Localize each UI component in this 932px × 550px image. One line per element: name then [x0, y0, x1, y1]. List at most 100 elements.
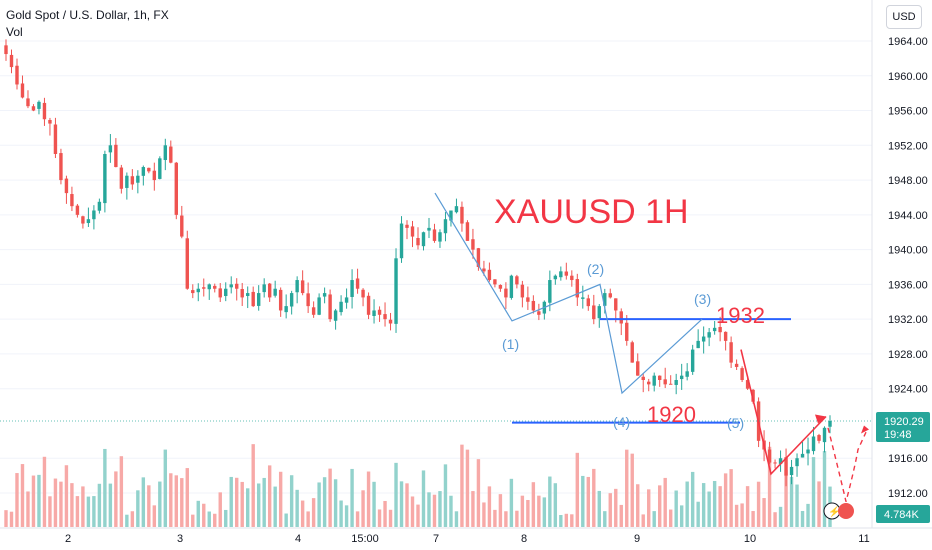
- candle-body: [229, 284, 233, 288]
- candle-body: [328, 294, 332, 320]
- currency-button[interactable]: USD: [886, 5, 922, 29]
- price-tick-label: 1936.00: [888, 279, 928, 291]
- symbol-title: Gold Spot / U.S. Dollar, 1h, FX: [6, 8, 169, 22]
- candle-body: [625, 322, 629, 341]
- volume-bar: [789, 476, 794, 527]
- candle-body: [141, 167, 146, 176]
- candle-body: [690, 349, 695, 372]
- volume-bar: [267, 465, 272, 527]
- candle-body: [37, 101, 41, 109]
- volume-bar: [75, 496, 80, 527]
- candle-body: [504, 288, 508, 298]
- candle-body: [64, 178, 69, 194]
- volume-bar: [300, 500, 305, 527]
- candle-body: [399, 223, 404, 259]
- time-tick-label: 15:00: [351, 533, 379, 545]
- candle-body: [130, 176, 135, 185]
- volume-bar: [416, 504, 420, 527]
- volume-bar: [712, 480, 717, 527]
- candle-body: [619, 311, 623, 324]
- price-tick-label: 1952.00: [888, 140, 928, 152]
- candle-body: [114, 144, 118, 168]
- volume-bar: [59, 481, 63, 527]
- volume-bar: [273, 486, 277, 527]
- candle-body: [745, 380, 750, 389]
- volume-bar: [701, 483, 706, 527]
- candle-body: [86, 219, 91, 224]
- volume-bar: [592, 468, 596, 527]
- candle-body: [828, 420, 832, 427]
- candle-body: [75, 205, 80, 215]
- volume-bar: [355, 511, 360, 527]
- candle-body: [822, 427, 827, 443]
- time-tick-label: 3: [177, 533, 183, 545]
- candle-body: [317, 297, 321, 315]
- volume-bar: [734, 504, 739, 527]
- volume-bar: [81, 486, 85, 527]
- volume-bar: [504, 511, 508, 527]
- volume-bar: [674, 490, 678, 527]
- time-axis[interactable]: 2 3 4 15:00 7 8 9 10 11: [65, 533, 870, 545]
- candle-body: [202, 287, 206, 289]
- volume-bar: [668, 509, 673, 527]
- volume-bar: [191, 514, 195, 527]
- volume-bar: [767, 446, 772, 527]
- volume-bar: [548, 476, 552, 527]
- candle-body: [344, 297, 349, 303]
- volume-bar: [92, 496, 96, 527]
- candle-body: [586, 298, 590, 307]
- price-tick-label: 1956.00: [888, 106, 928, 118]
- candle-body: [278, 289, 283, 311]
- candle-body: [553, 275, 558, 280]
- last-price-tag: [876, 411, 930, 442]
- volume-bar: [795, 484, 799, 527]
- candle-body: [256, 293, 261, 306]
- wave-label: (1): [502, 336, 519, 352]
- volume-bar: [559, 514, 563, 527]
- candle-body: [581, 297, 585, 299]
- volume-bar: [152, 505, 157, 527]
- volume-bar: [399, 481, 404, 527]
- projection-line: [740, 349, 827, 476]
- volume-bar: [619, 504, 623, 527]
- time-tick-label: 4: [295, 533, 301, 545]
- volume-bar: [147, 485, 151, 527]
- candle-body: [449, 210, 453, 221]
- candle-body: [592, 305, 596, 320]
- volume-bar: [679, 505, 684, 527]
- price-tick-label: 1940.00: [888, 245, 928, 257]
- volume-bar: [564, 513, 569, 527]
- candle-body: [339, 301, 343, 313]
- candle-body: [207, 284, 211, 290]
- price-axis[interactable]: 1964.00 1960.00 1956.00 1952.00 1948.00 1944.…: [823, 36, 930, 523]
- candle-body: [707, 332, 711, 338]
- volume-bar: [196, 500, 200, 527]
- candle-body: [537, 311, 541, 315]
- volume-bar: [685, 481, 689, 527]
- volume-bar: [218, 492, 222, 527]
- candle-body: [196, 288, 200, 293]
- volume-bar: [26, 491, 30, 527]
- candle-body: [608, 293, 612, 298]
- volume-bar: [20, 464, 25, 527]
- candle-body: [416, 238, 420, 246]
- volume-bar: [745, 486, 750, 527]
- volume-bar: [729, 469, 733, 527]
- volume-bar: [476, 459, 481, 527]
- volume-bar: [328, 468, 332, 527]
- volume-bar: [421, 470, 426, 527]
- candle-body: [235, 283, 239, 289]
- volume-bar: [174, 475, 178, 527]
- volume-bar: [240, 481, 244, 527]
- candle-body: [685, 371, 689, 377]
- candle-body: [515, 276, 519, 285]
- volume-bar: [432, 494, 437, 527]
- volume-bar: [114, 471, 118, 527]
- candle-body: [465, 222, 470, 241]
- volume-label: Vol: [6, 25, 23, 39]
- candle-body: [125, 175, 129, 188]
- candle-body: [366, 295, 371, 315]
- candle-body: [800, 453, 805, 458]
- candle-body: [443, 219, 448, 234]
